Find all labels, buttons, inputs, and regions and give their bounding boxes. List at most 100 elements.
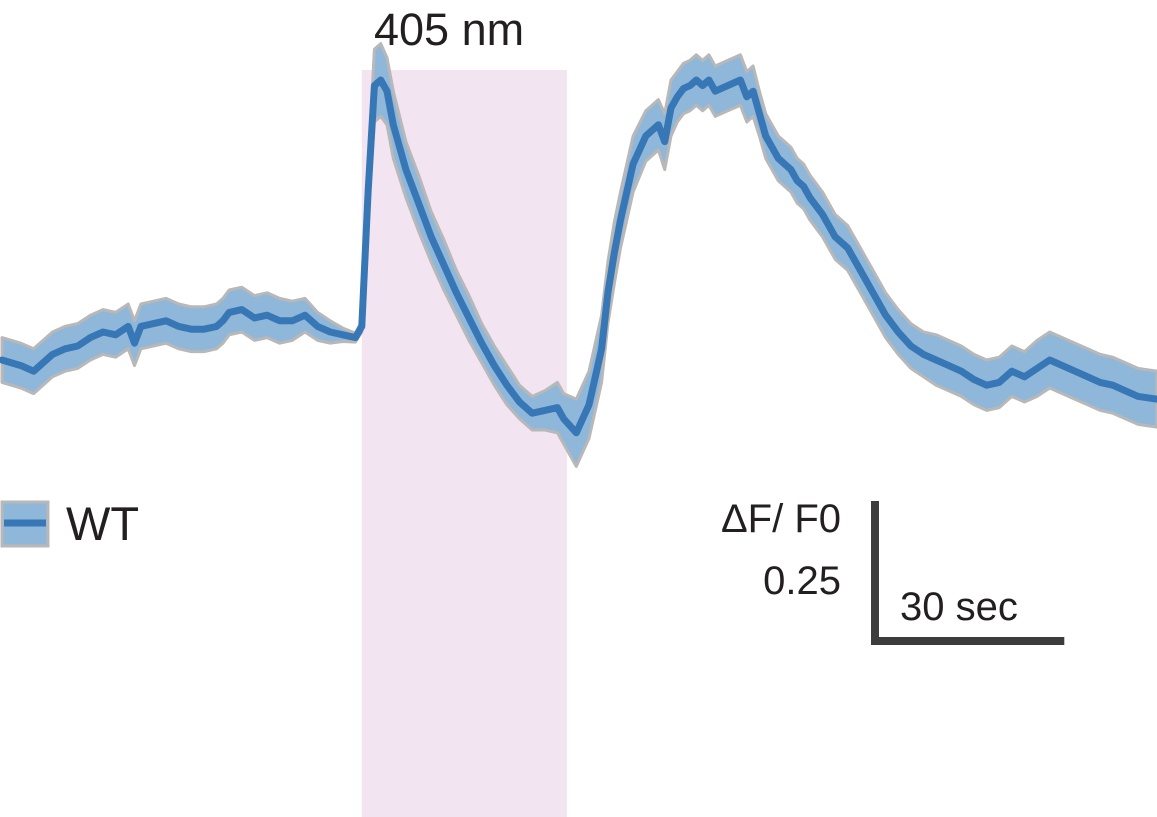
data-point (744, 94, 749, 99)
data-point (807, 195, 812, 200)
stimulus-label: 405 nm (374, 4, 525, 55)
data-point (776, 156, 781, 161)
wt-mean-line (0, 76, 1157, 437)
data-point (542, 408, 547, 413)
data-point (599, 346, 604, 351)
scale-bar (871, 501, 1065, 645)
data-point (63, 346, 68, 351)
data-point (385, 89, 390, 94)
data-point (845, 246, 850, 251)
data-point (870, 290, 875, 295)
data-point (277, 318, 282, 323)
data-point (132, 341, 137, 346)
data-point (1009, 369, 1014, 374)
data-point (504, 383, 509, 388)
data-point (713, 89, 718, 94)
data-point (751, 89, 756, 94)
data-point (788, 167, 793, 172)
data-point (220, 318, 225, 323)
data-point (946, 363, 951, 368)
data-point (126, 324, 131, 329)
data-point (631, 162, 636, 167)
data-point (151, 321, 156, 326)
data-point (1060, 363, 1065, 368)
data-point (643, 134, 648, 139)
data-point (618, 218, 623, 223)
data-point (574, 430, 579, 435)
data-point (820, 212, 825, 217)
data-point (176, 324, 181, 329)
data-point (479, 341, 484, 346)
data-point (1035, 366, 1040, 371)
data-point (290, 318, 295, 323)
data-point (656, 122, 661, 127)
data-point (694, 78, 699, 83)
data-point (138, 324, 143, 329)
data-point (1072, 369, 1077, 374)
data-point (896, 330, 901, 335)
data-point (858, 268, 863, 273)
data-point (662, 139, 667, 144)
data-point (883, 313, 888, 318)
scale-bar-y-value: 0.25 (763, 559, 841, 603)
data-point (555, 405, 560, 410)
data-point (833, 234, 838, 239)
legend-label-wt: WT (66, 497, 140, 550)
data-point (1022, 374, 1027, 379)
data-point (416, 201, 421, 206)
data-point (1098, 380, 1103, 385)
data-point (378, 78, 383, 83)
data-point (1123, 388, 1128, 393)
data-point (1110, 383, 1115, 388)
data-point (782, 162, 787, 167)
data-point (921, 352, 926, 357)
data-point (265, 313, 270, 318)
data-point (100, 330, 105, 335)
data-point (214, 324, 219, 329)
data-point (517, 400, 522, 405)
data-point (700, 83, 705, 88)
data-point (908, 344, 913, 349)
data-point (18, 363, 23, 368)
data-point (1136, 394, 1141, 399)
data-point (302, 313, 307, 318)
data-point (801, 184, 806, 189)
data-point (959, 369, 964, 374)
data-point (454, 290, 459, 295)
data-point (441, 262, 446, 267)
data-point (391, 122, 396, 127)
data-point (113, 332, 118, 337)
data-point (227, 310, 232, 315)
data-point (50, 352, 55, 357)
stimulus-window (361, 70, 567, 817)
data-point (403, 167, 408, 172)
data-point (315, 324, 320, 329)
data-point (675, 94, 680, 99)
data-point (372, 83, 377, 88)
data-point (725, 83, 730, 88)
data-point (530, 411, 535, 416)
data-point (738, 78, 743, 83)
data-point (934, 358, 939, 363)
data-point (467, 316, 472, 321)
data-point (757, 111, 762, 116)
data-point (239, 307, 244, 312)
data-point (669, 106, 674, 111)
data-point (971, 377, 976, 382)
data-point (429, 234, 434, 239)
data-point (397, 145, 402, 150)
data-point (1085, 374, 1090, 379)
scale-bar-x-label: 30 sec (900, 585, 1018, 629)
data-point (763, 134, 768, 139)
data-point (164, 318, 169, 323)
data-point (612, 251, 617, 256)
data-point (189, 327, 194, 332)
scale-bar-y-label: ΔF/ F0 (720, 497, 841, 541)
data-point (770, 145, 775, 150)
data-point (492, 363, 497, 368)
data-point (997, 380, 1002, 385)
wt-sem-band (0, 42, 1157, 468)
data-point (681, 86, 686, 91)
data-point (1047, 358, 1052, 363)
data-point (201, 327, 206, 332)
